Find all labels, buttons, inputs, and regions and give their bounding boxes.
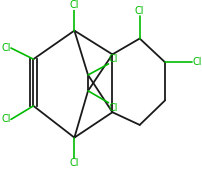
Text: Cl: Cl [108,103,117,113]
Text: Cl: Cl [69,0,79,10]
Text: Cl: Cl [1,43,11,53]
Text: Cl: Cl [69,158,79,168]
Text: Cl: Cl [108,54,117,64]
Text: Cl: Cl [1,114,11,124]
Text: Cl: Cl [134,6,144,16]
Text: Cl: Cl [191,57,201,67]
